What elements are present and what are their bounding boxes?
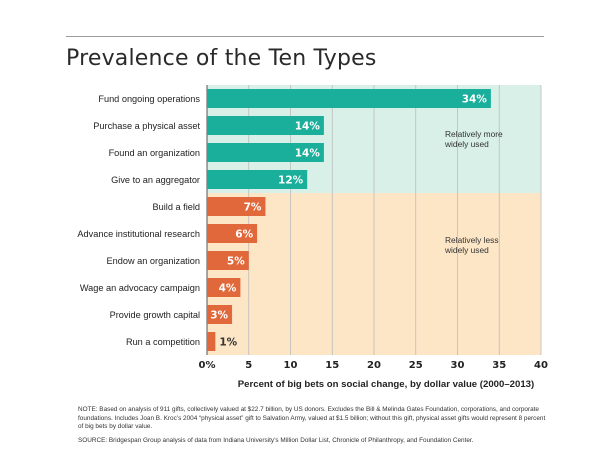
bar: [207, 197, 266, 216]
category-label: Provide growth capital: [110, 310, 200, 320]
bar: [207, 89, 491, 108]
x-tick-label: 10: [284, 360, 298, 371]
group-annotation: Relatively more: [445, 129, 503, 139]
bar: [207, 305, 233, 324]
group-annotation: widely used: [444, 245, 489, 255]
footnote: NOTE: Based on analysis of 911 gifts, co…: [78, 406, 546, 431]
category-label: Purchase a physical asset: [93, 121, 200, 131]
bar: [207, 278, 241, 297]
data-label: 5%: [227, 256, 245, 268]
bar: [207, 143, 324, 162]
x-tick-label: 25: [409, 360, 423, 371]
data-label: 34%: [462, 94, 488, 106]
category-label: Fund ongoing operations: [98, 94, 200, 104]
data-label: 3%: [210, 310, 228, 322]
category-label: Endow an organization: [107, 256, 200, 266]
bar: [207, 224, 258, 243]
x-tick-label: 5: [245, 360, 252, 371]
data-label: 6%: [235, 229, 253, 241]
x-tick-label: 40: [534, 360, 548, 371]
data-label: 14%: [295, 121, 321, 133]
bar: [207, 116, 324, 135]
chart-title: Prevalence of the Ten Types: [66, 46, 377, 71]
group-annotation: Relatively less: [445, 235, 499, 245]
category-label: Wage an advocacy campaign: [80, 283, 200, 293]
group-annotation: widely used: [444, 139, 489, 149]
data-label: 7%: [244, 202, 262, 214]
data-label: 14%: [295, 148, 321, 160]
bar: [207, 170, 308, 189]
x-tick-label: 30: [451, 360, 465, 371]
x-axis-label: Percent of big bets on social change, by…: [238, 379, 534, 390]
source-note: SOURCE: Bridgespan Group analysis of dat…: [78, 437, 474, 444]
category-label: Advance institutional research: [77, 229, 200, 239]
data-label: 1%: [219, 337, 237, 349]
bar: [207, 332, 216, 351]
bar-chart: Fund ongoing operations 34% Purchase a phy…: [77, 85, 548, 390]
x-tick-label: 35: [492, 360, 506, 371]
x-tick-label: 20: [367, 360, 381, 371]
category-label: Run a competition: [126, 337, 200, 347]
category-label: Build a field: [153, 202, 201, 212]
category-label: Found an organization: [109, 148, 200, 158]
data-label: 4%: [219, 283, 237, 295]
top-rule: [66, 36, 544, 37]
data-label: 12%: [278, 175, 304, 187]
x-tick-label: 0%: [199, 360, 216, 371]
category-label: Give to an aggregator: [111, 175, 200, 185]
x-tick-label: 15: [325, 360, 339, 371]
bar: [207, 251, 249, 270]
